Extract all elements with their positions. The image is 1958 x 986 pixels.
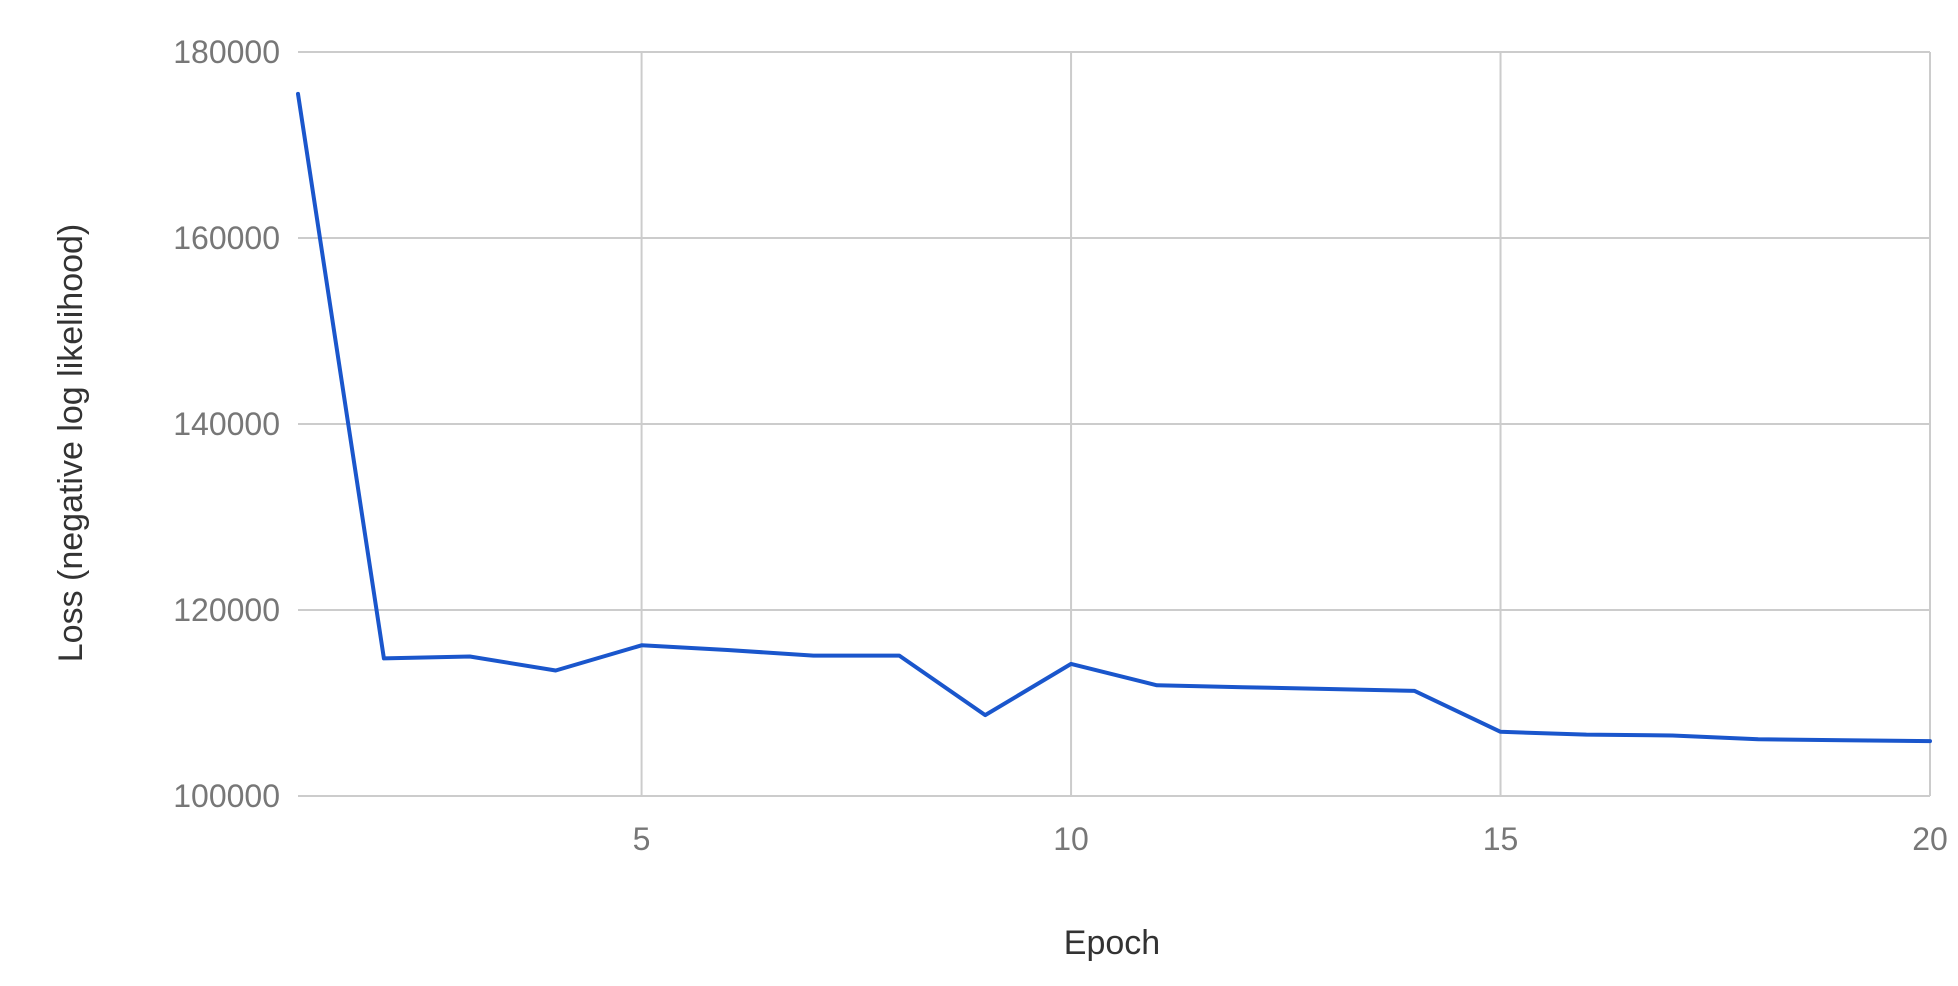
x-tick-label: 5 — [633, 821, 651, 857]
x-tick-label: 20 — [1912, 821, 1948, 857]
series-layer — [296, 91, 1932, 744]
y-tick-label: 120000 — [173, 592, 280, 628]
y-tick-label: 100000 — [173, 778, 280, 814]
loss-series-line — [296, 91, 1932, 744]
x-axis-ticks: 5 10 15 20 — [633, 821, 1948, 857]
x-axis-title: Epoch — [1064, 924, 1160, 962]
y-axis-ticks: 100000 120000 140000 160000 180000 — [173, 34, 280, 814]
y-axis-title: Loss (negative log likelihood) — [52, 224, 90, 662]
y-tick-label: 180000 — [173, 34, 280, 70]
x-tick-label: 10 — [1053, 821, 1089, 857]
y-tick-label: 140000 — [173, 406, 280, 442]
gridlines — [298, 51, 1931, 797]
x-tick-label: 15 — [1483, 821, 1519, 857]
y-tick-label: 160000 — [173, 220, 280, 256]
